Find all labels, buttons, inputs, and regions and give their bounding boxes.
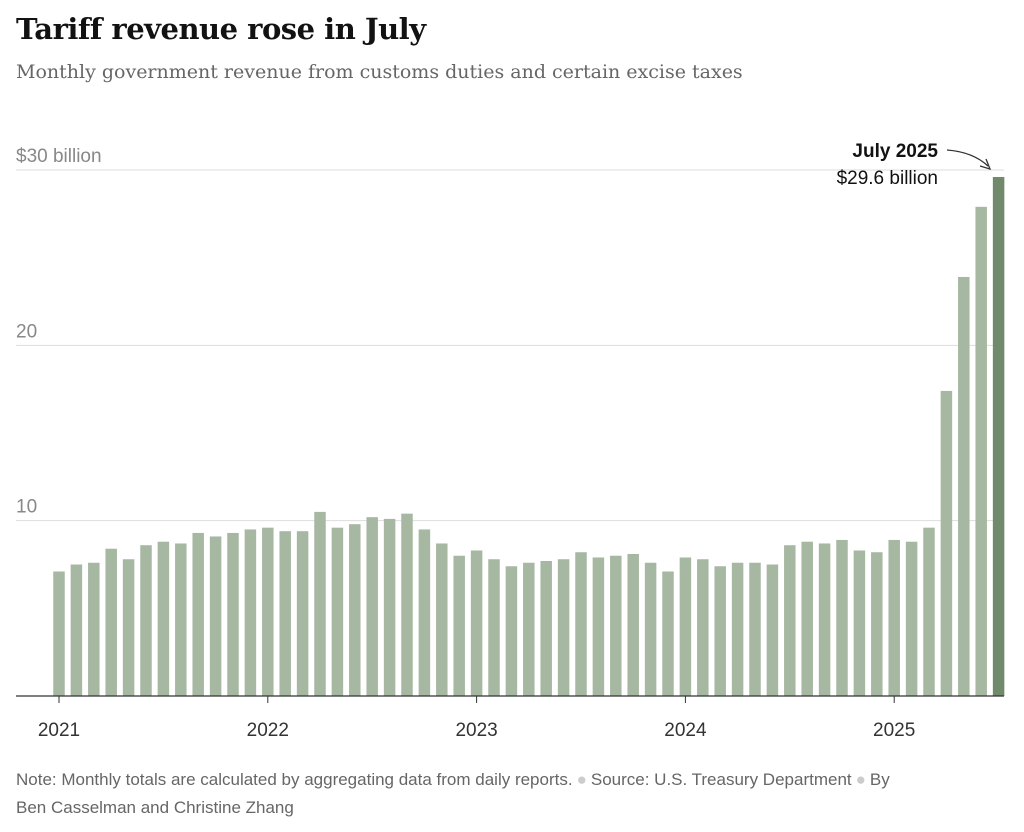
bar [766, 564, 779, 696]
bar [209, 536, 222, 696]
bar [383, 518, 396, 696]
y-tick-label: 20 [16, 321, 37, 342]
gridlines [16, 169, 1004, 522]
bar [592, 557, 605, 696]
x-tick-label: 2023 [455, 720, 497, 741]
x-tick-label: 2021 [38, 720, 80, 741]
bar [314, 511, 326, 696]
bar [958, 276, 970, 696]
chart-title: Tariff revenue rose in July [16, 12, 426, 46]
bar [105, 548, 117, 696]
y-tick-label: $30 billion [16, 146, 102, 167]
bar [244, 529, 257, 696]
bar [818, 543, 831, 696]
bar [227, 532, 239, 696]
annotation: July 2025 $29.6 billion [837, 141, 992, 189]
x-tick-label: 2024 [664, 720, 707, 741]
bar [784, 545, 796, 696]
bar [140, 545, 152, 696]
annotation-arrowhead [979, 158, 992, 171]
bar [401, 513, 413, 696]
x-axis: 2021 2022 2023 2024 2025 [16, 695, 1004, 741]
bar [523, 562, 535, 696]
bar [331, 527, 344, 696]
bar [453, 555, 465, 696]
bar [888, 539, 900, 696]
bar-chart: $30 billion 20 10 2021 2022 2023 2024 2025 Jul… [16, 141, 1005, 741]
bar [749, 562, 761, 696]
bar [488, 559, 500, 696]
footer-note: Note: Monthly totals are calculated by a… [16, 766, 916, 822]
byline-text: By Ben Casselman and Christine Zhang [16, 770, 890, 817]
bar [801, 541, 813, 696]
source-text: Source: U.S. Treasury Department [590, 770, 852, 789]
bar [610, 555, 622, 696]
bar [470, 550, 483, 696]
bar [662, 571, 674, 696]
y-axis-labels: $30 billion 20 10 [16, 146, 102, 518]
annotation-arrow [946, 149, 989, 167]
bar [557, 559, 570, 696]
bar [70, 564, 83, 696]
bar [836, 539, 848, 696]
bar [122, 559, 135, 696]
bar [992, 177, 1005, 697]
y-tick-label: 10 [16, 497, 37, 518]
x-tick-label: 2022 [247, 720, 289, 741]
bar [923, 527, 935, 696]
bar [296, 531, 309, 696]
bar [157, 541, 170, 696]
bar [88, 562, 100, 696]
bar [575, 552, 587, 696]
annotation-value: $29.6 billion [837, 168, 938, 189]
bar [731, 562, 744, 696]
bar [279, 531, 291, 696]
note-text: Note: Monthly totals are calculated by a… [16, 770, 573, 789]
x-tick-label: 2025 [873, 720, 915, 741]
bar [871, 552, 883, 696]
bar [418, 529, 431, 696]
bar [192, 532, 204, 696]
separator-dot: ● [855, 770, 866, 789]
annotation-label: July 2025 [852, 141, 938, 162]
bar [975, 206, 987, 696]
bar [505, 566, 518, 696]
bar [175, 543, 187, 696]
bar [53, 571, 65, 696]
bar [679, 557, 692, 696]
bar [366, 517, 378, 696]
bar [262, 527, 274, 696]
separator-dot: ● [576, 770, 587, 789]
bar [714, 566, 726, 696]
bar [627, 553, 639, 696]
bar [940, 390, 953, 696]
bars [53, 177, 1005, 697]
bar [644, 562, 657, 696]
chart-subtitle: Monthly government revenue from customs … [16, 61, 743, 83]
bar [349, 524, 361, 696]
bar [853, 550, 866, 696]
bar [436, 543, 448, 696]
bar [697, 559, 709, 696]
bar [540, 560, 552, 696]
bar [905, 541, 918, 696]
